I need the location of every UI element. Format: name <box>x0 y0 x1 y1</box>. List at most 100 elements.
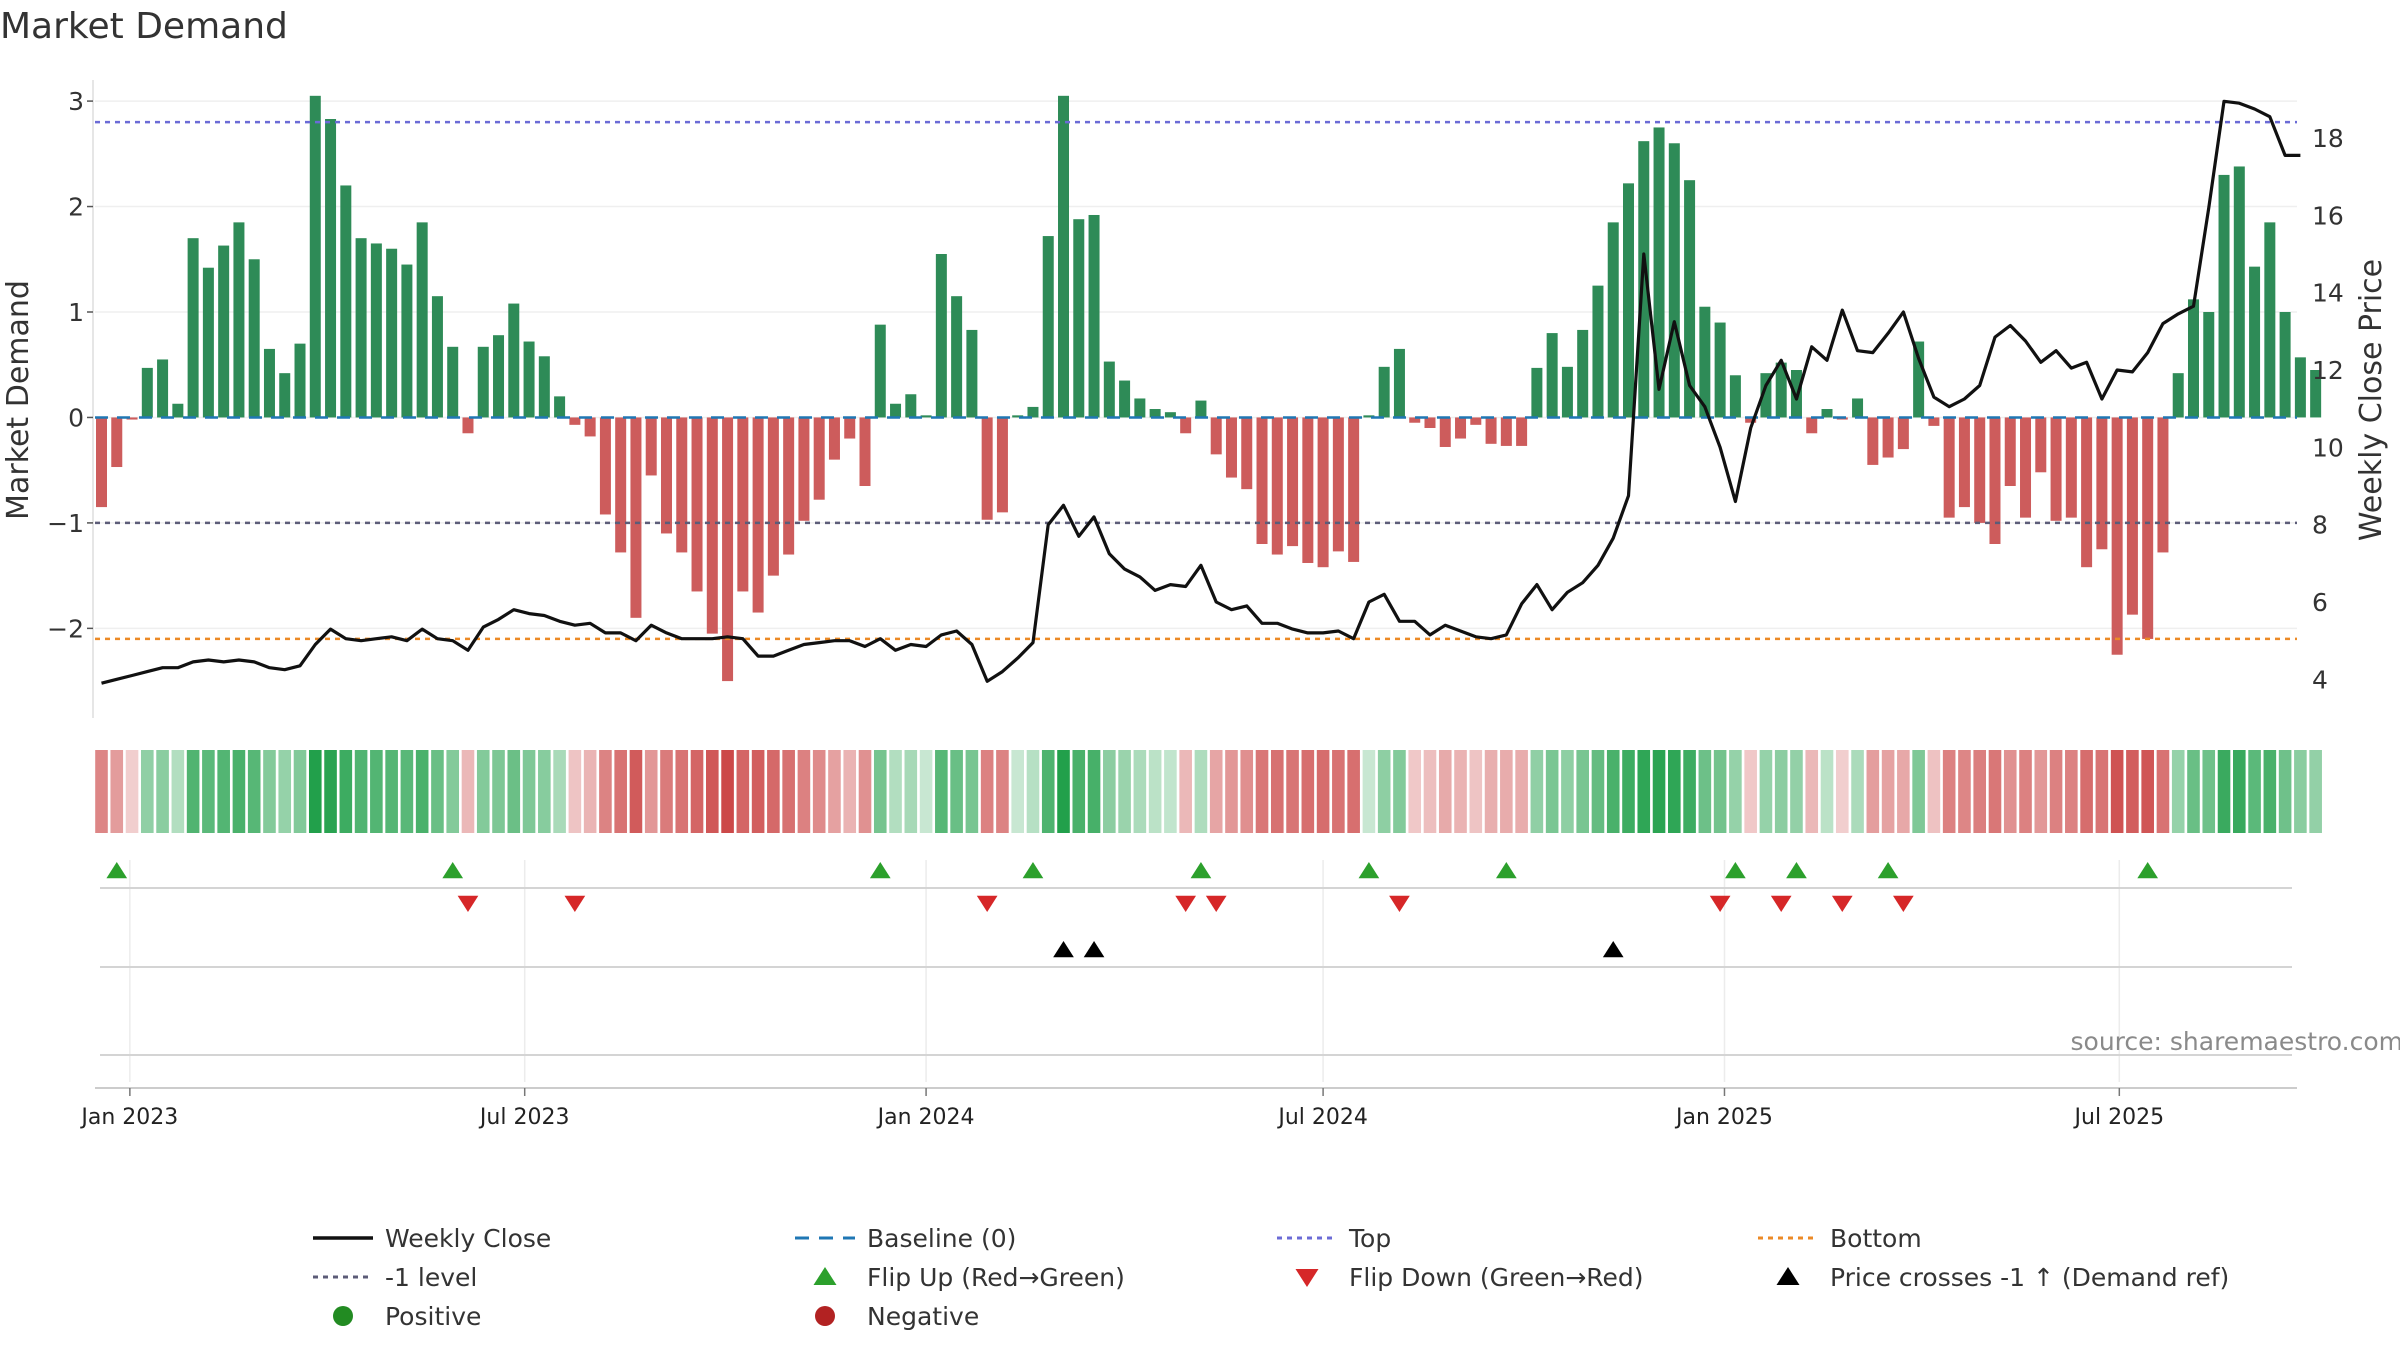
heat-strip-cell <box>370 750 383 833</box>
demand-bar-negative <box>1897 417 1909 450</box>
demand-bar-negative <box>706 417 718 634</box>
heat-strip-cell <box>1255 750 1269 833</box>
demand-bar-positive <box>1913 341 1925 418</box>
demand-bar-negative <box>1485 417 1497 444</box>
demand-bar-positive <box>874 324 886 418</box>
demand-bar-positive <box>1042 236 1054 418</box>
demand-bar-positive <box>477 346 489 418</box>
heat-strip-cell <box>965 750 979 833</box>
y2-tick-label: 8 <box>2312 511 2328 540</box>
demand-bar-negative <box>1806 417 1818 434</box>
heat-strip-cell <box>1759 750 1773 833</box>
demand-bar-positive <box>1821 409 1833 418</box>
heat-strip-cell <box>217 750 230 833</box>
demand-bar-negative <box>844 417 856 439</box>
legend-label: Positive <box>385 1302 481 1331</box>
demand-bar-positive <box>2187 299 2199 418</box>
heat-strip-cell <box>263 750 276 833</box>
flip-down-marker <box>457 895 479 912</box>
demand-bar-negative <box>2142 417 2154 639</box>
heat-strip-cell <box>2202 750 2216 833</box>
heat-strip-cell <box>1393 750 1406 833</box>
heat-strip-cell <box>1500 750 1513 833</box>
flip-down-marker <box>1770 895 1792 912</box>
heat-strip-cell <box>1362 750 1376 833</box>
flip-down-marker <box>1831 895 1853 912</box>
demand-bar-positive <box>248 259 260 418</box>
heat-strip-cell <box>1637 750 1651 833</box>
demand-bar-positive <box>554 396 566 418</box>
demand-bar-positive <box>325 119 337 418</box>
y-axis-right-ticks: 18 16 14 12 10 8 6 4 <box>2312 124 2344 694</box>
heat-strip-cell <box>980 750 994 833</box>
heat-strip-cell <box>247 750 261 833</box>
y2-tick-label: 12 <box>2312 356 2344 385</box>
demand-bar-negative <box>1745 417 1757 423</box>
demand-bar-positive <box>1149 409 1161 418</box>
heat-strip-cell <box>1301 750 1315 833</box>
demand-bar-positive <box>523 341 535 418</box>
heat-strip-cell <box>1927 750 1941 833</box>
heat-strip-cell <box>935 750 948 833</box>
heat-strip-cell <box>1988 750 2002 833</box>
reference-lines <box>95 120 2297 641</box>
demand-bar-negative <box>1470 417 1482 425</box>
demand-bar-positive <box>386 248 398 418</box>
heat-strip-cell <box>1805 750 1819 833</box>
heat-strip-cell <box>1683 750 1696 833</box>
demand-bar-negative <box>1332 417 1344 552</box>
heat-strip-cell <box>232 750 246 833</box>
heat-strip-cell <box>522 750 536 833</box>
demand-bar-negative <box>1180 417 1192 434</box>
heat-strip-cell <box>1576 750 1589 833</box>
heat-strip-cell <box>1484 750 1498 833</box>
demand-bar-negative <box>1958 417 1970 508</box>
y2-tick-label: 18 <box>2312 124 2344 153</box>
demand-bar-positive <box>1668 143 1680 418</box>
demand-bar-positive <box>1653 127 1665 418</box>
heat-strip-cell <box>1668 750 1681 833</box>
demand-bar-negative <box>1241 417 1253 490</box>
demand-bar-negative <box>1409 417 1421 423</box>
x-tick-label: Jan 2025 <box>1674 1105 1773 1130</box>
legend-label: Weekly Close <box>385 1224 551 1253</box>
demand-bar-positive <box>1531 367 1543 418</box>
demand-bar-positive <box>1623 183 1634 418</box>
demand-bar-negative <box>1974 417 1986 523</box>
demand-bar-positive <box>401 264 413 418</box>
demand-bar-negative <box>737 417 749 592</box>
demand-bar-positive <box>355 238 367 418</box>
demand-bar-negative <box>1302 417 1314 563</box>
demand-bar-negative <box>96 417 107 508</box>
legend-label: Top <box>1348 1224 1391 1253</box>
demand-bar-negative <box>1210 417 1222 455</box>
heat-strip-cell <box>461 750 475 833</box>
demand-bar-positive <box>233 222 245 418</box>
heat-strip-cell <box>736 750 750 833</box>
heat-strip-cell <box>507 750 521 833</box>
x-tick-label: Jul 2023 <box>478 1105 570 1130</box>
legend-label: Baseline (0) <box>867 1224 1016 1253</box>
legend-label: -1 level <box>385 1263 477 1292</box>
flip-down-marker <box>564 895 586 912</box>
demand-bar-negative <box>615 417 627 553</box>
demand-bar-positive <box>2294 357 2306 418</box>
heat-strip-cell <box>95 750 108 833</box>
heat-strip-cell <box>873 750 887 833</box>
heat-strip-cell <box>2003 750 2017 833</box>
heat-strip-cell <box>660 750 673 833</box>
x-axis-ticks: Jan 2023 Jul 2023 Jan 2024 Jul 2024 Jan 2025… <box>79 1088 2164 1130</box>
demand-bar-negative <box>645 417 657 476</box>
demand-bar-negative <box>722 417 734 682</box>
x-tick-label: Jan 2024 <box>876 1105 975 1130</box>
heat-strip-cell <box>2034 750 2048 833</box>
legend-label: Bottom <box>1830 1224 1922 1253</box>
demand-bar-negative <box>1348 417 1360 562</box>
y2-tick-label: 16 <box>2312 201 2344 230</box>
price-cross-marker <box>1083 941 1105 958</box>
flip-up-marker <box>1358 862 1380 879</box>
heat-strip-cell <box>1454 750 1467 833</box>
demand-bar-positive <box>172 403 184 418</box>
demand-bar-positive <box>187 238 199 418</box>
